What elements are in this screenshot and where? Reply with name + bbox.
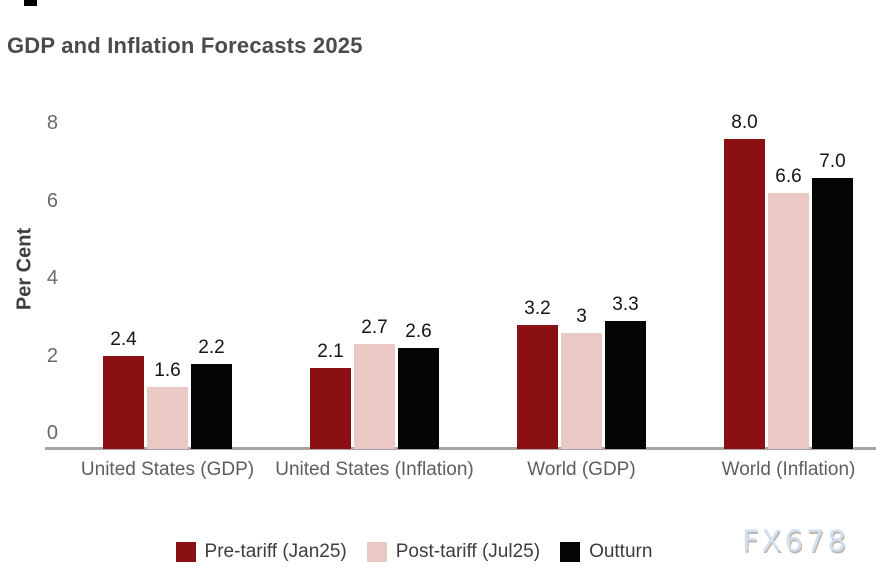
bar-value-label: 2.2 <box>198 336 225 358</box>
legend-swatch-icon <box>175 542 196 562</box>
bar <box>398 348 439 449</box>
bar <box>724 139 765 449</box>
legend: Pre-tariff (Jan25) Post-tariff (Jul25) Out… <box>0 541 852 563</box>
y-tick-label: 0 <box>46 422 58 444</box>
legend-item: Pre-tariff (Jan25) <box>175 541 347 563</box>
legend-label: Outturn <box>589 541 653 562</box>
bar <box>310 367 351 449</box>
bar <box>812 177 853 449</box>
bar-value-label: 3.2 <box>524 298 551 319</box>
bar <box>517 325 558 449</box>
legend-label: Post-tariff (Jul25) <box>395 541 541 562</box>
legend-swatch-icon <box>560 542 581 562</box>
category-label: United States (Inflation) <box>275 459 474 480</box>
bar-value-label: 6.6 <box>775 166 802 188</box>
category-label: World (Inflation) <box>721 459 856 480</box>
category-label: United States (GDP) <box>80 459 255 480</box>
category-label: World (GDP) <box>527 459 636 480</box>
bar-value-label: 3 <box>576 305 587 327</box>
bar-value-label: 3.3 <box>612 294 639 316</box>
watermark: FX678 <box>742 524 849 558</box>
legend-item: Outturn <box>560 541 652 563</box>
bar-value-label: 2.4 <box>110 329 137 350</box>
legend-label: Pre-tariff (Jan25) <box>204 541 347 562</box>
y-tick-label: 2 <box>46 344 58 367</box>
bar-value-label: 2.1 <box>317 340 344 362</box>
legend-item: Post-tariff (Jul25) <box>366 541 541 563</box>
y-tick-label: 4 <box>46 267 58 289</box>
x-axis-line <box>45 447 876 450</box>
bar-value-label: 2.6 <box>405 321 432 343</box>
bar <box>147 387 188 449</box>
y-tick-label: 6 <box>46 189 58 212</box>
legend-swatch-icon <box>366 542 387 562</box>
corner-mark <box>24 0 37 6</box>
bar-value-label: 7.0 <box>819 150 846 172</box>
bar <box>191 363 232 449</box>
bar <box>103 356 144 449</box>
bar <box>354 344 395 449</box>
bar <box>768 193 809 449</box>
chart-title: GDP and Inflation Forecasts 2025 <box>7 33 363 58</box>
bar-value-label: 1.6 <box>154 360 181 381</box>
bar-value-label: 8.0 <box>731 112 758 133</box>
bar <box>605 321 646 449</box>
bar <box>561 332 602 449</box>
bar-value-label: 2.7 <box>361 317 388 339</box>
y-tick-label: 8 <box>46 112 58 134</box>
